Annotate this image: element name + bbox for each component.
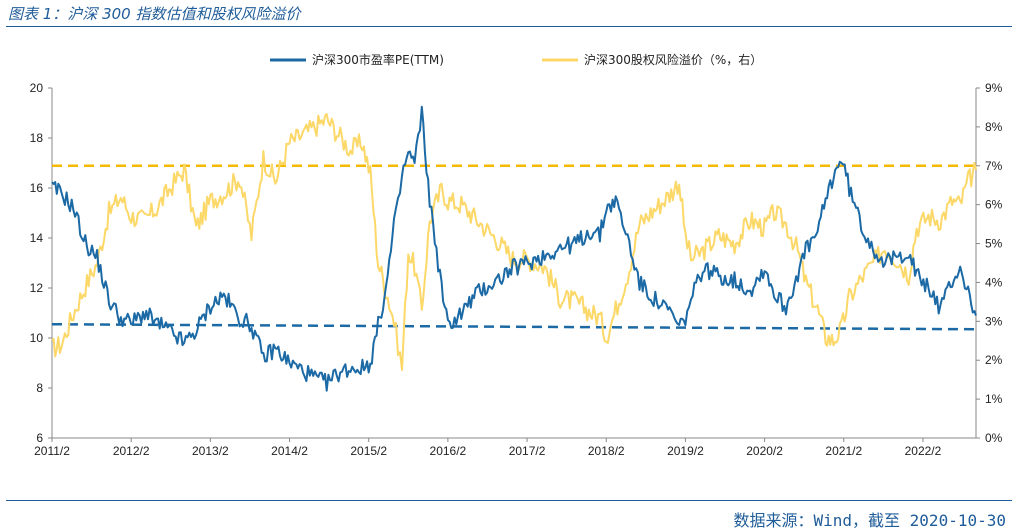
x-tick-label: 2014/2 [271, 444, 308, 458]
right-tick-label: 0% [985, 431, 1003, 445]
source-note: 数据来源：Wind，截至 2020-10-30 [733, 511, 1007, 530]
x-tick-label: 2019/2 [667, 444, 704, 458]
right-tick-label: 8% [985, 120, 1003, 134]
right-tick-label: 5% [985, 237, 1003, 251]
x-tick-label: 2021/2 [825, 444, 862, 458]
bottom-rule [6, 500, 1012, 501]
x-tick-label: 2013/2 [192, 444, 229, 458]
x-tick-label: 2015/2 [350, 444, 387, 458]
erp-series-line [51, 113, 977, 371]
pe-series-line [51, 105, 977, 392]
right-tick-label: 4% [985, 275, 1003, 289]
left-tick-label: 6 [36, 431, 43, 445]
right-tick-label: 3% [985, 314, 1003, 328]
right-tick-label: 7% [985, 159, 1003, 173]
x-tick-label: 2020/2 [746, 444, 783, 458]
right-tick-label: 1% [985, 392, 1003, 406]
left-tick-label: 16 [30, 181, 44, 195]
x-tick-label: 2022/2 [905, 444, 942, 458]
left-tick-label: 14 [30, 231, 44, 245]
top-rule [6, 26, 1012, 27]
left-tick-label: 12 [30, 281, 44, 295]
legend-erp-label: 沪深300股权风险溢价（%，右） [584, 52, 762, 67]
left-tick-label: 20 [30, 81, 44, 95]
chart-title: 图表 1：沪深 300 指数估值和股权风险溢价 [8, 5, 301, 23]
right-tick-label: 6% [985, 198, 1003, 212]
left-tick-label: 10 [30, 331, 44, 345]
pe-reference-line [51, 323, 977, 331]
x-tick-label: 2012/2 [113, 444, 150, 458]
right-tick-label: 9% [985, 81, 1003, 95]
x-tick-label: 2011/2 [34, 444, 70, 458]
left-tick-label: 18 [30, 131, 44, 145]
x-tick-label: 2016/2 [430, 444, 467, 458]
legend-pe-label: 沪深300市盈率PE(TTM) [312, 52, 444, 67]
right-tick-label: 2% [985, 353, 1003, 367]
x-tick-label: 2018/2 [588, 444, 625, 458]
x-tick-label: 2017/2 [509, 444, 546, 458]
left-tick-label: 8 [36, 381, 43, 395]
